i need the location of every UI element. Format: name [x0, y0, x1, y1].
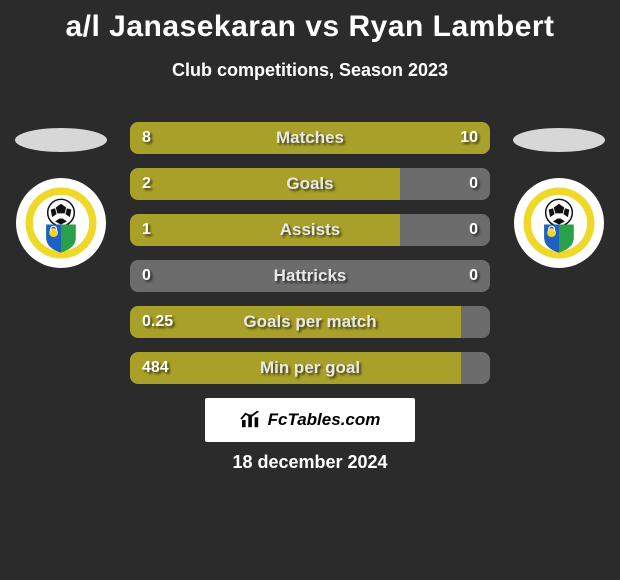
- stat-row: 20Goals: [130, 168, 490, 200]
- player-right-oval: [513, 128, 605, 152]
- subtitle: Club competitions, Season 2023: [0, 60, 620, 81]
- player-left-oval: [15, 128, 107, 152]
- crest-icon: [522, 186, 596, 260]
- club-crest-right: [514, 178, 604, 268]
- stat-label: Goals per match: [130, 306, 490, 338]
- stat-row: 484Min per goal: [130, 352, 490, 384]
- page-title: a/l Janasekaran vs Ryan Lambert: [0, 10, 620, 44]
- crest-icon: [24, 186, 98, 260]
- stat-label: Hattricks: [130, 260, 490, 292]
- source-badge: FcTables.com: [205, 398, 415, 442]
- stat-label: Matches: [130, 122, 490, 154]
- stat-row: 0.25Goals per match: [130, 306, 490, 338]
- source-label: FcTables.com: [268, 410, 381, 430]
- stat-label: Min per goal: [130, 352, 490, 384]
- stat-row: 810Matches: [130, 122, 490, 154]
- bar-chart-icon: [240, 411, 262, 429]
- club-crest-left: [16, 178, 106, 268]
- stat-row: 10Assists: [130, 214, 490, 246]
- stat-label: Assists: [130, 214, 490, 246]
- date-label: 18 december 2024: [0, 452, 620, 473]
- stat-label: Goals: [130, 168, 490, 200]
- comparison-infographic: a/l Janasekaran vs Ryan Lambert Club com…: [0, 0, 620, 580]
- stat-row: 00Hattricks: [130, 260, 490, 292]
- stat-rows: 810Matches 20Goals 10Assists 00Hattricks 0.2…: [130, 122, 490, 398]
